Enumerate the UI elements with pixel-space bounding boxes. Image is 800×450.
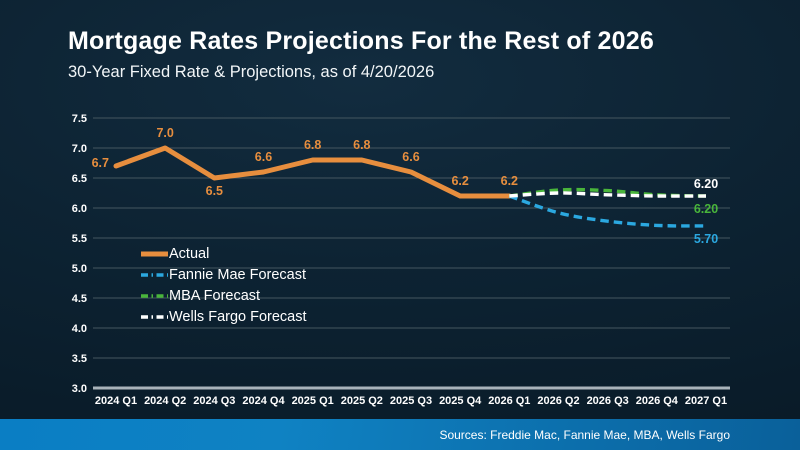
x-tick-label: 2025 Q4 xyxy=(439,395,482,407)
x-tick-label: 2024 Q4 xyxy=(242,395,285,407)
x-tick-label: 2026 Q4 xyxy=(636,395,679,407)
x-tick-label: 2024 Q2 xyxy=(144,395,186,407)
series-line-wells-fargo-forecast xyxy=(509,191,707,198)
series-line-fannie-mae-forecast xyxy=(508,194,707,228)
y-tick-label: 7.5 xyxy=(72,113,87,125)
data-label-actual: 6.5 xyxy=(206,184,223,198)
x-tick-label: 2025 Q2 xyxy=(341,395,383,407)
x-tick-label: 2024 Q3 xyxy=(193,395,235,407)
y-tick-label: 5.5 xyxy=(72,233,87,245)
data-label-actual: 6.6 xyxy=(402,150,419,164)
page-title: Mortgage Rates Projections For the Rest … xyxy=(68,27,654,55)
x-tick-label: 2027 Q1 xyxy=(685,395,727,407)
legend-label: MBA Forecast xyxy=(169,288,261,304)
legend-item-wells-fargo-forecast: Wells Fargo Forecast xyxy=(141,307,307,327)
header: Mortgage Rates Projections For the Rest … xyxy=(68,27,654,82)
chart-legend: Actual Fannie Mae Forecast MBA Forecast Wel… xyxy=(141,244,307,327)
x-tick-label: 2026 Q1 xyxy=(488,395,530,407)
x-tick-label: 2026 Q2 xyxy=(537,395,579,407)
y-tick-label: 3.0 xyxy=(72,383,87,395)
y-tick-label: 6.0 xyxy=(72,203,87,215)
page-subtitle: 30-Year Fixed Rate & Projections, as of … xyxy=(68,63,435,81)
data-label-actual: 6.2 xyxy=(501,174,518,188)
sources-bar: Sources: Freddie Mac, Fannie Mae, MBA, W… xyxy=(0,419,800,450)
fannie-mae-forecast-line-icon xyxy=(141,273,168,277)
legend-item-fannie-mae-forecast: Fannie Mae Forecast xyxy=(141,265,307,285)
data-label-actual: 6.8 xyxy=(353,138,370,152)
y-tick-label: 6.5 xyxy=(72,173,87,185)
wells-fargo-forecast-line-icon xyxy=(141,315,168,319)
y-tick-label: 5.0 xyxy=(72,263,87,275)
legend-item-mba-forecast: MBA Forecast xyxy=(141,286,307,306)
legend-label: Wells Fargo Forecast xyxy=(169,309,307,325)
actual-line-icon xyxy=(141,251,168,257)
legend-label: Fannie Mae Forecast xyxy=(169,267,307,283)
x-tick-label: 2025 Q3 xyxy=(390,395,432,407)
end-label-wells-fargo-forecast: 6.20 xyxy=(694,177,718,191)
end-label-fannie-mae-forecast: 5.70 xyxy=(694,232,718,246)
legend-item-actual: Actual xyxy=(141,244,307,264)
y-tick-label: 4.0 xyxy=(72,323,87,335)
series-line-actual xyxy=(113,145,512,199)
legend-label: Actual xyxy=(169,246,210,262)
data-label-actual: 7.0 xyxy=(156,126,173,140)
y-tick-label: 3.5 xyxy=(72,353,87,365)
y-tick-label: 7.0 xyxy=(72,143,87,155)
mba-forecast-line-icon xyxy=(141,294,168,298)
data-label-actual: 6.8 xyxy=(304,138,321,152)
sources-label: Sources: Freddie Mac, Fannie Mae, MBA, W… xyxy=(439,427,730,442)
data-label-actual: 6.6 xyxy=(255,150,272,164)
y-tick-label: 4.5 xyxy=(72,293,87,305)
data-label-actual: 6.7 xyxy=(92,156,109,170)
x-tick-label: 2024 Q1 xyxy=(95,395,137,407)
x-tick-label: 2026 Q3 xyxy=(587,395,629,407)
data-label-actual: 6.2 xyxy=(451,174,468,188)
x-tick-label: 2025 Q1 xyxy=(292,395,334,407)
end-label-mba-forecast: 6.20 xyxy=(694,202,718,216)
